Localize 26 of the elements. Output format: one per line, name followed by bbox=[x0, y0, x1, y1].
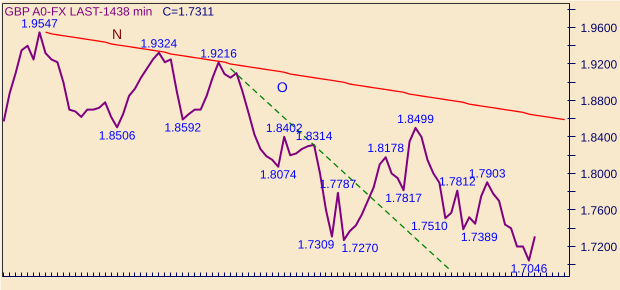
data-label: 1.8592 bbox=[164, 120, 202, 134]
y-tick-label: 1.7600 bbox=[580, 203, 618, 218]
annotation: N bbox=[112, 26, 122, 42]
y-tick-label: 1.7200 bbox=[580, 240, 618, 254]
data-label: 1.9547 bbox=[21, 16, 58, 30]
data-label: 1.8178 bbox=[367, 141, 404, 156]
data-label: 1.9324 bbox=[140, 36, 178, 51]
data-label: 1.7309 bbox=[298, 238, 335, 252]
data-label: 1.7046 bbox=[510, 262, 548, 276]
data-label: 1.7817 bbox=[385, 191, 422, 206]
y-tick-label: 1.8000 bbox=[580, 166, 618, 181]
y-tick-label: 1.9200 bbox=[580, 57, 618, 72]
line-series bbox=[2, 31, 536, 262]
data-label: 1.8499 bbox=[397, 112, 434, 126]
data-label: 1.7510 bbox=[411, 219, 448, 234]
y-tick-label: 1.8400 bbox=[580, 130, 618, 144]
y-tick-label: 1.9600 bbox=[580, 20, 618, 35]
y-tick-label: 1.8800 bbox=[580, 94, 618, 108]
data-label: 1.9216 bbox=[200, 46, 238, 61]
chart-title: GBP A0-FX LAST-1438 min bbox=[4, 4, 152, 18]
data-label: 1.7270 bbox=[342, 241, 379, 256]
data-label: 1.8074 bbox=[260, 168, 297, 182]
chart-subtitle: C=1.7311 bbox=[162, 4, 214, 18]
annotation: O bbox=[276, 78, 288, 95]
data-label: 1.7389 bbox=[460, 230, 498, 244]
data-label: 1.8506 bbox=[98, 128, 136, 142]
